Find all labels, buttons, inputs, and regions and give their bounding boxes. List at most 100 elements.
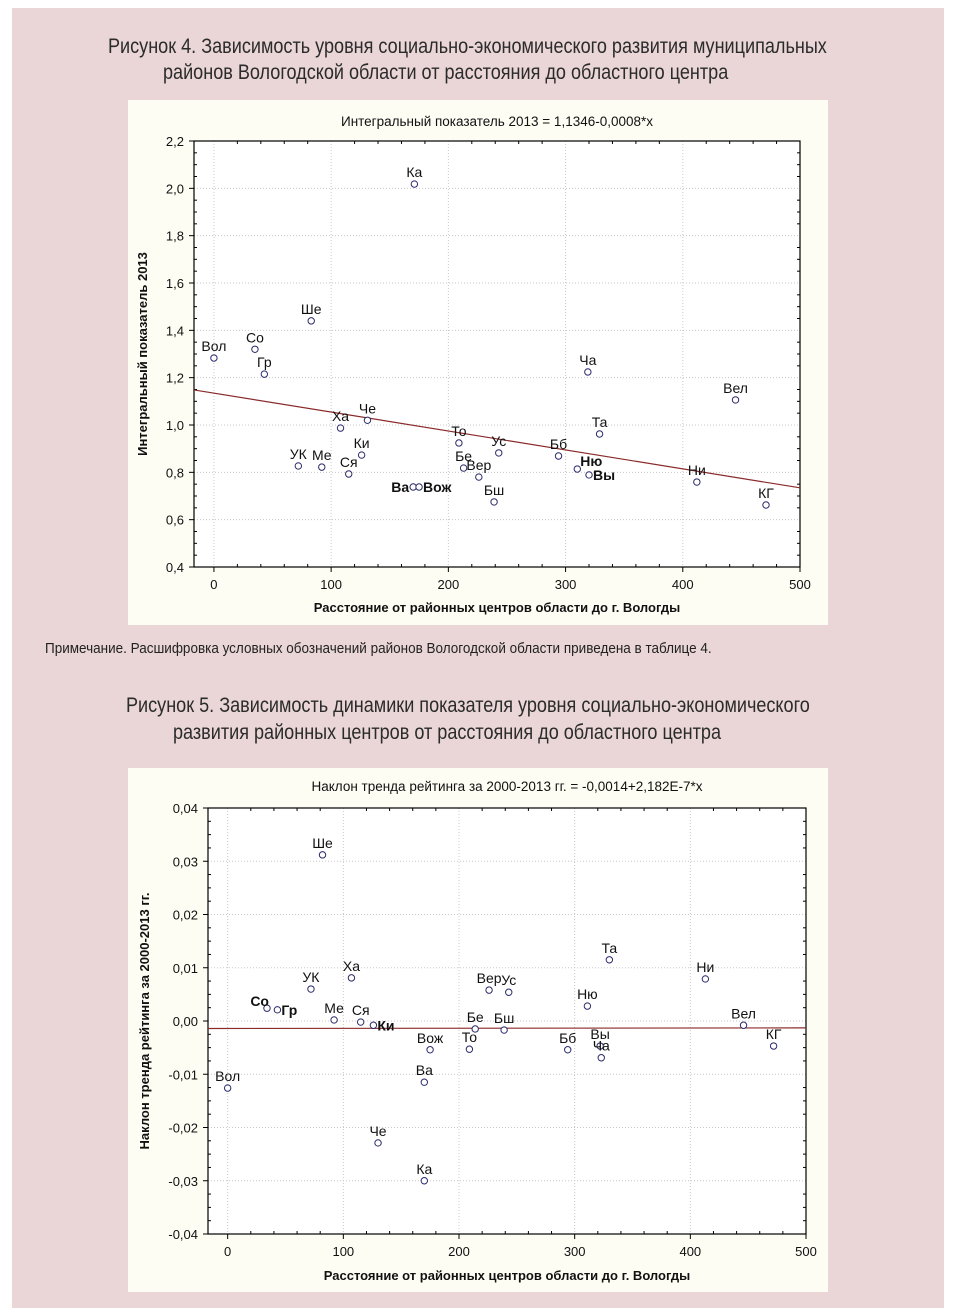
x-tick-label: 500 [795,1244,817,1259]
data-point [330,1016,338,1024]
point-label: Ме [312,447,332,463]
data-point [356,1018,365,1026]
data-point [336,424,345,432]
data-point [420,1078,428,1086]
data-point [595,430,604,438]
data-point [471,1025,479,1033]
point-label: Бе [467,1009,484,1025]
point-label: Бб [550,436,567,452]
y-tick-label: 2,2 [166,134,184,149]
x-tick-label: 200 [438,577,460,592]
figure-4-title-line-2: районов Вологодской области от расстояни… [163,61,729,84]
point-label: То [451,423,466,439]
data-point [273,1006,282,1014]
chart-title: Интегральный показатель 2013 = 1,1346-0,… [341,114,653,129]
point-label: Ся [340,454,358,470]
y-tick-label: 1,6 [166,276,184,291]
data-point [564,1046,572,1054]
data-point [701,975,710,983]
point-label: Ка [406,164,422,180]
y-tick-label: 0,6 [166,513,184,528]
data-point [769,1042,778,1050]
y-tick-label: 0,01 [173,961,198,976]
point-label: Ше [301,301,322,317]
point-label: Вож [417,1030,444,1046]
data-point [485,986,493,994]
data-point [596,1042,604,1050]
data-point [459,464,468,472]
data-point [573,465,581,473]
x-tick-label: 300 [564,1244,586,1259]
x-tick-label: 0 [224,1244,231,1259]
data-point [554,452,563,460]
data-point [357,451,366,459]
y-tick-label: -0,02 [168,1121,198,1136]
y-tick-label: 1,8 [166,229,184,244]
point-label: Ва [416,1062,433,1078]
y-tick-label: 0,03 [173,854,198,869]
data-point [505,988,513,996]
chart-2: 0 100 200 300 400 500 -0,04 -0,03 -0,02 -0,01 0,00… [137,779,817,1283]
data-point [251,345,259,353]
y-tick-label: -0,01 [168,1067,198,1082]
point-label: Ся [352,1002,370,1018]
data-point [585,471,593,479]
x-axis-label: Расстояние от районных центров области д… [314,600,680,615]
point-label: Ме [324,1000,344,1016]
point-label: То [462,1029,477,1045]
point-label: Вол [215,1068,240,1084]
figure-5-title-line-1: Рисунок 5. Зависимость динамики показате… [126,694,810,717]
point-label: Ка [416,1161,432,1177]
y-tick-label: 1,4 [166,323,184,338]
data-point [426,1046,434,1054]
data-point [260,370,269,378]
data-point [597,1054,605,1062]
point-label: Ва [391,479,409,495]
point-label: Бш [494,1010,514,1026]
point-label: Та [602,940,618,956]
data-point [762,501,770,509]
point-label: Ню [580,453,602,469]
y-tick-label: 2,0 [166,181,184,196]
plot-area [194,141,800,567]
data-point [410,180,419,188]
data-point [263,1004,271,1012]
point-label: Ше [312,835,333,851]
point-label: Со [250,993,269,1009]
data-point [731,396,740,404]
point-label: Вы [590,1026,609,1042]
point-label: Вож [423,479,452,495]
point-label: Ус [491,433,506,449]
point-label: Бб [559,1030,576,1046]
point-label: Та [592,414,608,430]
point-label: Вел [731,1005,756,1021]
point-label: Ха [343,958,360,974]
x-tick-label: 400 [679,1244,701,1259]
data-point [500,1026,508,1034]
y-tick-label: 0,8 [166,465,184,480]
point-label: УК [290,446,308,462]
x-tick-label: 300 [555,577,577,592]
data-point [693,478,701,486]
data-point [739,1021,748,1029]
y-tick-label: 1,0 [166,418,184,433]
data-point [307,985,315,993]
data-point [495,449,503,457]
x-tick-label: 400 [672,577,694,592]
data-point [490,498,498,506]
data-point [294,462,303,470]
point-label: Ни [688,462,706,478]
data-point [475,473,483,481]
point-label: Бе [455,448,472,464]
note: Примечание. Расшифровка условных обознач… [45,640,712,657]
point-label: КГ [766,1026,782,1042]
point-label: Вел [723,380,748,396]
data-point [318,851,327,859]
data-point [210,354,218,362]
point-label: Вы [593,467,615,483]
point-label: Со [246,329,264,345]
x-tick-label: 100 [320,577,342,592]
x-tick-label: 100 [332,1244,354,1259]
y-tick-label: -0,04 [168,1227,198,1242]
plot-frame [193,140,801,568]
